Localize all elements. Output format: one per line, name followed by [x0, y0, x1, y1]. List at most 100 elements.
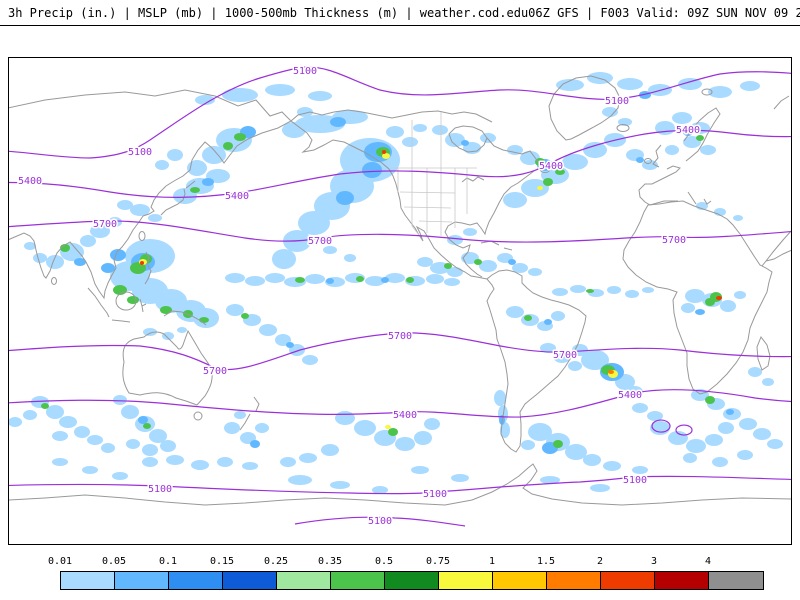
colorbar-cells	[60, 571, 764, 590]
precip-blob	[627, 386, 643, 398]
precip-blob	[581, 350, 609, 370]
precip-blob	[90, 224, 110, 238]
precip-blob	[101, 263, 115, 273]
colorbar-cell	[277, 572, 331, 589]
colorbar-label: 1.5	[536, 556, 556, 567]
thickness-contour	[9, 129, 791, 198]
precip-blob	[543, 178, 553, 186]
precip-blob	[590, 484, 610, 492]
precip-blob	[647, 411, 663, 421]
header-bar: 3h Precip (in.) | MSLP (mb) | 1000-500mb…	[0, 0, 800, 26]
colorbar-label: 4	[704, 556, 712, 567]
thickness-contour	[9, 220, 791, 243]
precip-blob	[608, 370, 614, 374]
precip-blob	[537, 186, 543, 190]
precip-blob	[555, 169, 565, 175]
state-borders	[391, 112, 477, 236]
contour-label: 5100	[368, 516, 392, 527]
precip-blob	[753, 428, 771, 440]
contour-label: 5400	[539, 161, 563, 172]
precip-blob	[705, 396, 715, 404]
colorbar-cell	[223, 572, 277, 589]
precip-blob	[740, 81, 760, 91]
precip-blob	[344, 254, 356, 262]
contour-label: 5700	[93, 219, 117, 230]
precip-blob	[726, 409, 734, 415]
precip-blob	[167, 149, 183, 161]
precip-blob	[734, 291, 746, 299]
precip-blob	[308, 91, 332, 101]
contour-label: 5100	[293, 66, 317, 77]
precip-blob	[280, 457, 296, 467]
contour-label: 5100	[423, 489, 447, 500]
coastlines	[9, 75, 791, 506]
precip-blob	[265, 84, 295, 96]
precip-blob	[59, 416, 77, 428]
colorbar-cell	[331, 572, 385, 589]
model-run-info: 06Z GFS | F003 Valid: 09Z SUN NOV 09 202…	[528, 5, 800, 20]
precip-blob	[683, 453, 697, 463]
colorbar-cell	[61, 572, 115, 589]
precip-blob	[101, 443, 115, 453]
coast-newzealand	[239, 396, 260, 431]
precip-blob	[87, 435, 103, 445]
coast-arctic-canada	[290, 109, 493, 123]
precip-blob	[463, 228, 477, 236]
precip-blob	[686, 439, 706, 453]
precip-blob	[636, 157, 644, 163]
precip-blob	[234, 133, 246, 141]
colorbar-cell	[439, 572, 493, 589]
precip-blob	[113, 395, 127, 405]
precip-blob	[202, 146, 226, 164]
coast-europe	[638, 165, 712, 206]
precip-blob	[587, 72, 613, 84]
island-ireland	[644, 158, 652, 164]
precip-blob	[540, 476, 560, 484]
precip-blob	[166, 455, 184, 465]
great-lakes	[461, 176, 485, 183]
precip-blob	[52, 458, 68, 466]
colorbar-label: 0.1	[158, 556, 178, 567]
precip-blob	[617, 78, 643, 90]
precip-blob	[46, 405, 64, 419]
colorbar-cell	[115, 572, 169, 589]
coast-asia	[9, 89, 292, 300]
island-srilanka	[51, 277, 57, 285]
colorbar-label: 3	[650, 556, 658, 567]
precip-blob	[655, 121, 675, 135]
precip-blob	[356, 276, 364, 282]
colorbar-cell	[655, 572, 709, 589]
contour-label: 5100	[148, 484, 172, 495]
precip-blob	[330, 117, 346, 127]
coast-madagascar	[756, 335, 771, 371]
colorbar-label: 0.35	[317, 556, 343, 567]
precip-blob	[9, 417, 22, 427]
coast-northamerica-west	[290, 120, 488, 280]
precip-layer	[9, 72, 783, 494]
precip-blob	[298, 211, 330, 235]
precip-blob	[494, 390, 506, 406]
precip-blob	[685, 289, 705, 303]
precip-blob	[762, 378, 774, 386]
precip-blob	[272, 249, 296, 269]
precip-blob	[33, 253, 47, 263]
precip-blob	[632, 466, 648, 474]
coast-scandinavia	[683, 107, 721, 162]
precip-blob	[222, 88, 258, 102]
precip-blob	[618, 118, 632, 126]
precip-blob	[720, 300, 736, 312]
us-state-lines	[391, 112, 477, 236]
precip-blob	[330, 481, 350, 489]
precip-blob	[142, 457, 158, 467]
precip-blob	[402, 137, 418, 147]
precip-blob	[521, 440, 535, 450]
precip-blob	[74, 426, 90, 438]
precip-blob	[295, 277, 305, 283]
precip-blob	[226, 304, 244, 316]
precip-blob	[695, 309, 705, 315]
precip-blob	[503, 192, 527, 208]
precip-blob	[74, 258, 86, 266]
precip-blob	[444, 278, 460, 286]
contour-label: 5100	[623, 475, 647, 486]
